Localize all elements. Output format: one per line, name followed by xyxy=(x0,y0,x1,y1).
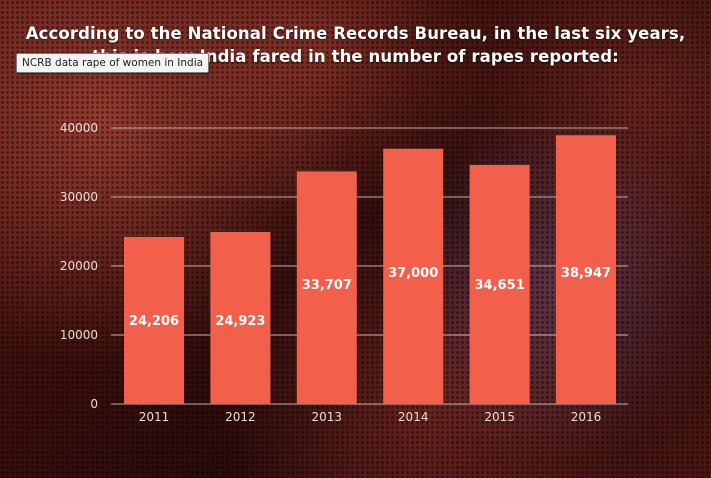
bar-2011 xyxy=(124,236,184,404)
gridlines xyxy=(111,127,628,405)
bar-2016 xyxy=(556,135,616,405)
x-axis-ticks: 2011 2012 2013 2014 2015 2016 xyxy=(139,410,602,424)
y-axis-ticks: 0 10000 20000 30000 40000 xyxy=(60,121,98,411)
x-tick-label-2014: 2014 xyxy=(398,410,429,424)
bar-2013 xyxy=(296,171,357,404)
bar-2014 xyxy=(383,148,444,404)
image-tooltip: NCRB data rape of women in India xyxy=(16,53,210,73)
y-tick-label: 30000 xyxy=(60,190,98,204)
value-label-2015: 34,651 xyxy=(475,278,525,293)
chart-title: According to the National Crime Records … xyxy=(25,24,686,66)
value-labels: 24,206 24,923 33,707 37,000 34,651 38,947 xyxy=(129,266,611,329)
y-tick-label: 10000 xyxy=(60,328,98,342)
value-label-2016: 38,947 xyxy=(561,266,611,281)
x-tick-label-2011: 2011 xyxy=(139,410,170,424)
y-tick-label: 40000 xyxy=(60,121,98,135)
x-tick-label-2015: 2015 xyxy=(484,410,515,424)
x-tick-label-2013: 2013 xyxy=(312,410,343,424)
y-tick-label: 0 xyxy=(90,397,98,411)
x-tick-label-2016: 2016 xyxy=(571,410,602,424)
bar-2015 xyxy=(469,164,530,404)
y-tick-label: 20000 xyxy=(60,259,98,273)
value-label-2014: 37,000 xyxy=(388,266,438,281)
bar-2012 xyxy=(210,232,271,404)
bars xyxy=(124,135,616,405)
value-label-2013: 33,707 xyxy=(302,278,352,293)
x-tick-label-2012: 2012 xyxy=(225,410,256,424)
value-label-2011: 24,206 xyxy=(129,314,179,329)
value-label-2012: 24,923 xyxy=(215,314,265,329)
